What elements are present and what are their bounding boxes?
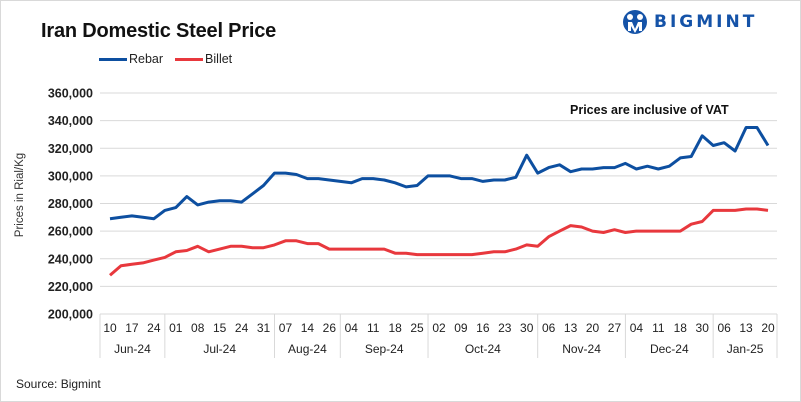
x-tick-label: 30	[520, 321, 534, 335]
x-tick-label: 13	[564, 321, 578, 335]
chart-title: Iran Domestic Steel Price	[41, 20, 277, 42]
y-tick-label: 200,000	[48, 308, 93, 322]
y-tick-label: 260,000	[48, 225, 93, 239]
x-tick-label: 07	[279, 321, 293, 335]
x-tick-label: 26	[323, 321, 337, 335]
x-tick-label: 30	[696, 321, 710, 335]
y-tick-label: 320,000	[48, 142, 93, 156]
x-tick-label: 15	[213, 321, 227, 335]
x-tick-label: 11	[652, 321, 665, 335]
bigmint-people-icon	[623, 10, 647, 34]
x-tick-label: 01	[169, 321, 183, 335]
legend-swatch-rebar	[99, 57, 127, 61]
x-tick-label: 18	[674, 321, 688, 335]
x-tick-label: 31	[257, 321, 271, 335]
source-note: Source: Bigmint	[16, 377, 101, 391]
legend-label-rebar: Rebar	[129, 52, 164, 66]
x-tick-label: 17	[125, 321, 139, 335]
x-tick-label: 25	[410, 321, 424, 335]
vat-annotation: Prices are inclusive of VAT	[570, 103, 729, 117]
y-tick-label: 280,000	[48, 197, 93, 211]
x-tick-label: 27	[608, 321, 622, 335]
legend-swatch-billet	[175, 57, 204, 61]
x-tick-label: 04	[630, 321, 644, 335]
y-tick-label: 300,000	[48, 169, 93, 183]
x-tick-label: 13	[739, 321, 753, 335]
legend-label-billet: Billet	[205, 52, 233, 66]
x-tick-label: 14	[301, 321, 315, 335]
legend: Rebar Billet	[99, 52, 244, 66]
x-tick-label: 16	[476, 321, 490, 335]
x-tick-label: 24	[147, 321, 161, 335]
month-label: Dec-24	[650, 342, 689, 356]
x-tick-label: 20	[761, 321, 775, 335]
legend-item-rebar: Rebar	[99, 52, 163, 66]
x-tick-label: 09	[454, 321, 468, 335]
x-tick-label: 08	[191, 321, 205, 335]
month-label: Oct-24	[465, 342, 501, 356]
month-label: Jan-25	[727, 342, 764, 356]
month-label: Jul-24	[203, 342, 236, 356]
y-tick-label: 220,000	[48, 280, 93, 294]
month-label: Sep-24	[365, 342, 404, 356]
series-line-billet	[109, 207, 769, 277]
x-tick-label: 06	[717, 321, 731, 335]
month-label: Aug-24	[288, 342, 327, 356]
bigmint-logo: BIGMINT	[622, 9, 757, 35]
x-tick-label: 23	[498, 321, 512, 335]
x-tick-label: 18	[388, 321, 402, 335]
x-tick-label: 20	[586, 321, 600, 335]
x-tick-label: 10	[103, 321, 117, 335]
logo-wordmark: BIGMINT	[654, 12, 758, 32]
y-tick-label: 360,000	[48, 87, 93, 101]
x-tick-label: 06	[542, 321, 556, 335]
x-tick-label: 02	[432, 321, 446, 335]
y-tick-label: 340,000	[48, 114, 93, 128]
x-tick-label: 24	[235, 321, 249, 335]
month-label: Nov-24	[562, 342, 601, 356]
x-tick-label: 04	[345, 321, 359, 335]
x-tick-label: 11	[367, 321, 380, 335]
month-label: Jun-24	[114, 342, 151, 356]
y-tick-label: 240,000	[48, 252, 93, 266]
series-line-rebar	[109, 126, 770, 221]
legend-item-billet: Billet	[175, 52, 232, 66]
